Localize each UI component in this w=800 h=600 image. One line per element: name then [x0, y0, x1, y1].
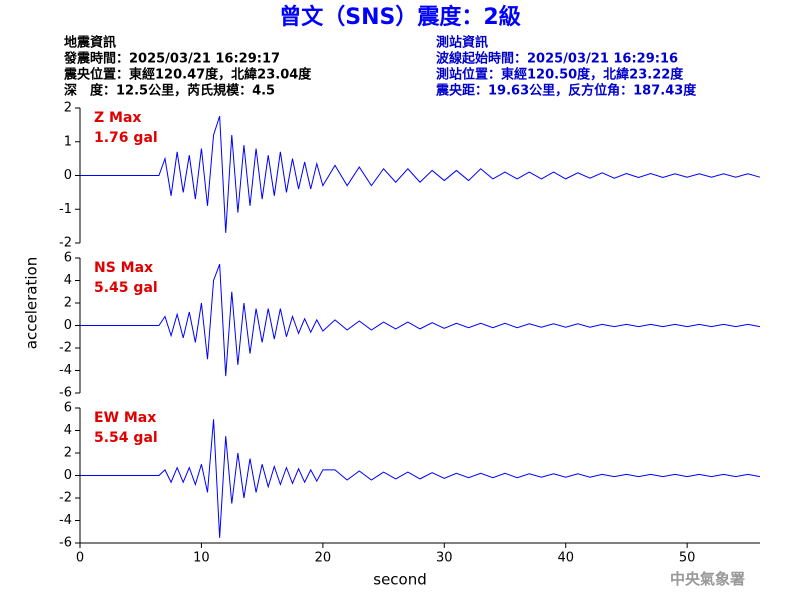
x-tick-label: 20 — [315, 551, 332, 566]
x-tick-label: 50 — [679, 551, 696, 566]
y-tick-label: -6 — [59, 536, 72, 551]
info-line: 地震資訊 — [64, 35, 116, 51]
info-line: 測站資訊 — [436, 35, 488, 51]
y-tick-label: 2 — [64, 446, 72, 461]
y-axis-label: acceleration — [23, 257, 41, 349]
y-tick-label: -4 — [59, 363, 72, 378]
component-label: NS Max — [94, 260, 153, 276]
y-tick-label: -4 — [59, 513, 72, 528]
max-label: 1.76 gal — [94, 130, 158, 146]
x-tick-label: 40 — [557, 551, 574, 566]
info-line: 震央位置：東經120.47度，北緯23.04度 — [63, 67, 312, 83]
chart-title: 曾文（SNS）震度：2級 — [279, 4, 520, 30]
info-line: 震央距：19.63公里，反方位角：187.43度 — [435, 83, 697, 99]
x-tick-label: 30 — [436, 551, 453, 566]
y-tick-label: 2 — [64, 296, 72, 311]
max-label: 5.45 gal — [94, 280, 158, 296]
y-tick-label: 4 — [64, 273, 72, 288]
x-tick-label: 0 — [76, 551, 84, 566]
y-tick-label: -2 — [59, 491, 72, 506]
waveform — [80, 419, 761, 538]
component-label: EW Max — [94, 410, 156, 426]
y-tick-label: -6 — [59, 386, 72, 401]
y-tick-label: 2 — [64, 101, 72, 116]
y-tick-label: 4 — [64, 423, 72, 438]
waveform — [80, 115, 761, 233]
y-tick-label: 0 — [64, 168, 72, 183]
footer-credit: 中央氣象署 — [670, 570, 745, 588]
x-tick-label: 10 — [193, 551, 210, 566]
y-tick-label: 6 — [64, 251, 72, 266]
y-tick-label: 6 — [64, 401, 72, 416]
info-line: 發震時間：2025/03/21 16:29:17 — [63, 51, 280, 67]
x-axis-label: second — [373, 571, 427, 589]
component-label: Z Max — [94, 110, 141, 126]
info-line: 測站位置：東經120.50度，北緯23.22度 — [436, 67, 684, 83]
info-line: 波線起始時間：2025/03/21 16:29:16 — [436, 51, 678, 67]
y-tick-label: 0 — [64, 318, 72, 333]
info-line: 深 度：12.5公里，芮氏規模：4.5 — [64, 83, 275, 99]
max-label: 5.54 gal — [94, 430, 158, 446]
waveform — [80, 264, 761, 377]
y-tick-label: 1 — [64, 134, 72, 149]
y-tick-label: 0 — [64, 468, 72, 483]
y-tick-label: -1 — [59, 202, 72, 217]
y-tick-label: -2 — [59, 341, 72, 356]
y-tick-label: -2 — [59, 236, 72, 251]
